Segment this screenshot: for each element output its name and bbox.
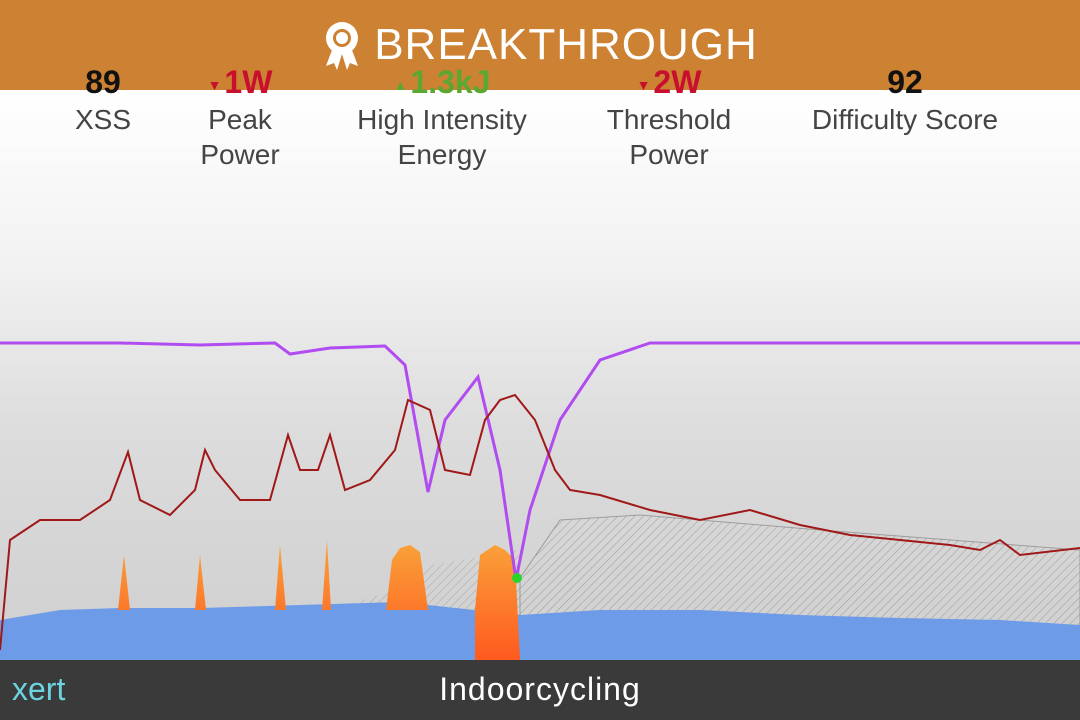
stat-value-text: 92 xyxy=(887,64,923,100)
stat-value: 92 xyxy=(795,62,1015,102)
stat-label: Peak Power xyxy=(200,104,280,170)
header-title: BREAKTHROUGH xyxy=(374,20,758,69)
stat: 89 XSS xyxy=(0,62,213,137)
stat-value-text: 1.3kJ xyxy=(410,64,491,100)
brand-logo: xert xyxy=(12,671,66,707)
stat-value-text: 89 xyxy=(85,64,121,100)
stat-value-text: 2W xyxy=(653,64,702,100)
trend-down-arrow: ▼ xyxy=(207,76,222,93)
stat-value: 89 xyxy=(0,62,213,102)
stat-label: Difficulty Score xyxy=(811,104,999,135)
stat-value-text: 1W xyxy=(224,64,273,100)
stat-label: Threshold Power xyxy=(606,104,732,170)
stat-label: High Intensity Energy xyxy=(357,104,527,170)
stat: ▼1W Peak Power xyxy=(130,62,350,172)
award-icon xyxy=(326,22,359,70)
header: BREAKTHROUGH xyxy=(0,0,1080,90)
stat-value: ▼1W xyxy=(130,62,350,102)
stat: 92 Difficulty Score xyxy=(795,62,1015,137)
stat-value: ▲1.3kJ xyxy=(332,62,552,102)
workout-graph xyxy=(0,341,1080,660)
footer: xert Indoorcycling xyxy=(0,660,1080,720)
stat: ▼2W Threshold Power xyxy=(559,62,779,172)
trend-up-arrow: ▲ xyxy=(393,76,408,93)
stat-value: ▼2W xyxy=(559,62,779,102)
stat: ▲1.3kJ High Intensity Energy xyxy=(332,62,552,172)
trend-down-arrow: ▼ xyxy=(636,76,651,93)
footer-title: Indoorcycling xyxy=(439,671,641,707)
stat-label: XSS xyxy=(74,104,132,135)
